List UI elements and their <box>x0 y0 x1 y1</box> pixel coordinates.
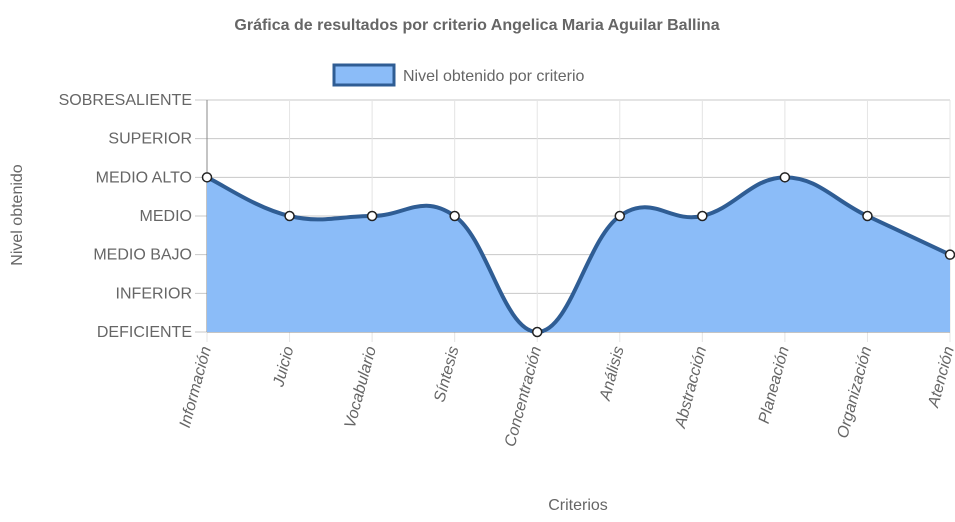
series-area-fill <box>207 177 950 332</box>
x-tick-label: Concentración <box>502 345 545 449</box>
legend-label[interactable]: Nivel obtenido por criterio <box>403 68 585 85</box>
x-tick-label: Juicio <box>270 345 297 390</box>
x-axis-ticks: Información Juicio Vocabulario Síntesis Conc… <box>177 345 955 449</box>
y-tick-label: INFERIOR <box>116 285 192 302</box>
data-point[interactable] <box>531 326 543 338</box>
data-point[interactable] <box>366 210 378 222</box>
x-tick-label: Síntesis <box>431 345 462 404</box>
y-tick-label: MEDIO <box>140 208 192 225</box>
x-tick-label: Vocabulario <box>342 345 380 431</box>
data-point[interactable] <box>862 210 873 222</box>
data-point[interactable] <box>779 172 791 183</box>
chart-title: Gráfica de resultados por criterio Angel… <box>234 17 719 34</box>
legend[interactable]: Nivel obtenido por criterio <box>332 63 585 87</box>
data-point[interactable] <box>449 210 460 222</box>
y-tick-label: DEFICIENTE <box>97 324 192 341</box>
y-tick-label: MEDIO BAJO <box>93 247 192 264</box>
data-point[interactable] <box>201 172 213 183</box>
data-point[interactable] <box>284 210 295 222</box>
y-tick-label: SUPERIOR <box>108 131 192 148</box>
data-points <box>201 172 955 338</box>
data-point[interactable] <box>697 210 708 222</box>
data-point[interactable] <box>614 210 626 222</box>
data-point[interactable] <box>944 249 955 260</box>
x-tick-label: Organización <box>834 345 875 441</box>
x-tick-label: Abstracción <box>672 345 710 431</box>
x-axis-label: Criterios <box>548 497 608 514</box>
x-tick-label: Análisis <box>597 345 628 404</box>
x-tick-label: Información <box>177 345 215 430</box>
legend-swatch[interactable] <box>332 63 396 87</box>
y-tick-label: MEDIO ALTO <box>96 169 192 186</box>
y-axis-label: Nivel obtenido <box>9 164 26 266</box>
series-line <box>206 175 951 334</box>
y-axis-ticks: DEFICIENTE INFERIOR MEDIO BAJO MEDIO MEDIO A… <box>59 92 192 341</box>
x-tick-label: Planeación <box>756 345 793 426</box>
y-tick-label: SOBRESALIENTE <box>59 92 192 109</box>
x-tick-label: Atención <box>925 345 955 411</box>
